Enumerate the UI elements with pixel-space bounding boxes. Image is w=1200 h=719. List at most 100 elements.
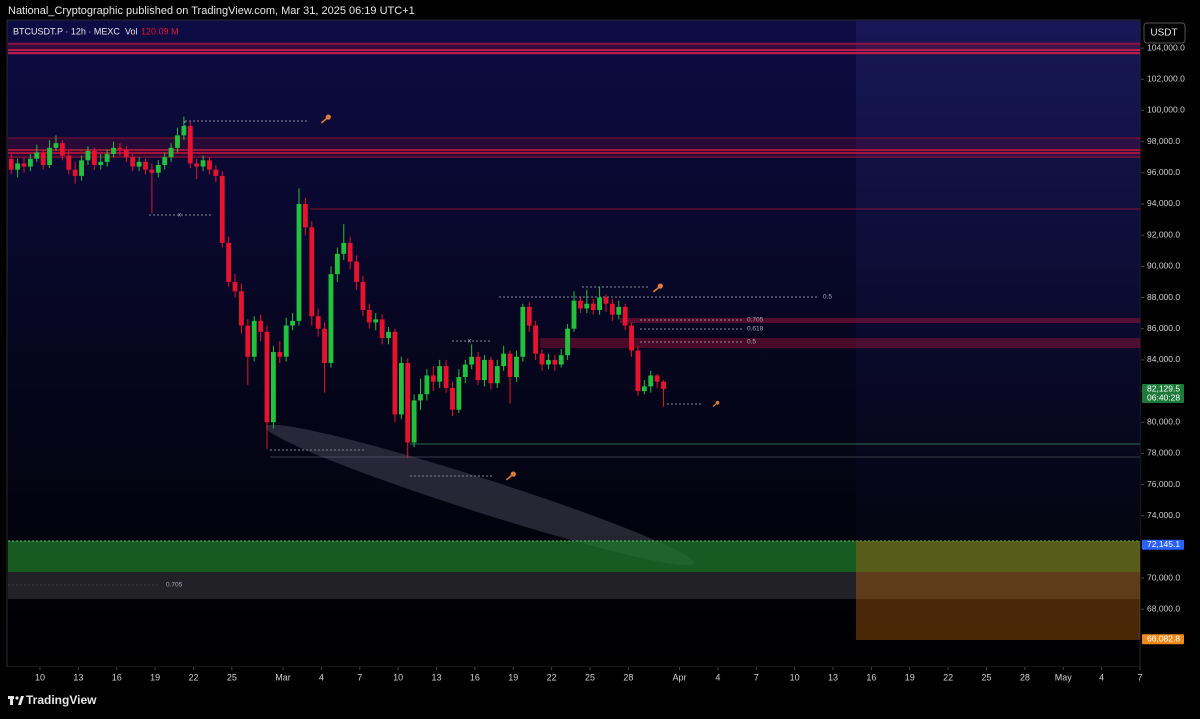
candle-body: [181, 126, 187, 136]
x-tick-label: 16: [470, 672, 480, 682]
x-tick-label: Apr: [673, 672, 687, 682]
candle-body: [136, 161, 142, 167]
price-tag: [1142, 539, 1184, 550]
annotation: 0.5: [747, 339, 756, 346]
candle-body: [577, 300, 583, 309]
x-tick-label: 22: [943, 672, 953, 682]
drawings: [8, 42, 1140, 640]
candle-body: [207, 160, 212, 170]
logo-part: [10, 699, 13, 705]
y-tick-label: 102,000.0: [1147, 73, 1185, 83]
x-tick-label: Mar: [275, 672, 291, 682]
y-tick-label: 78,000.0: [1147, 448, 1180, 458]
x-tick-label: 7: [754, 672, 759, 682]
candle-body: [47, 147, 53, 165]
x-tick-label: 19: [508, 672, 518, 682]
candle-body: [366, 309, 372, 323]
x-tick-label: 10: [393, 672, 403, 682]
volume-value: 120.09 M: [141, 26, 179, 36]
candle-body: [437, 366, 443, 382]
footer: [0, 691, 1200, 714]
x-tick-label: 10: [790, 672, 800, 682]
y-tick-label: 94,000.0: [1147, 198, 1180, 208]
x-tick-label: 13: [431, 672, 441, 682]
candle-body: [239, 291, 244, 326]
candle-body: [15, 163, 21, 170]
candle-body: [430, 375, 436, 382]
candle-body: [104, 154, 110, 162]
highlight-ellipse: [265, 424, 695, 566]
tradingview-logo: [8, 696, 24, 705]
price-tag-label: 72,145.1: [1147, 539, 1180, 549]
candle-body: [264, 331, 270, 423]
candle-body: [130, 157, 136, 167]
x-tick-label: 25: [227, 672, 237, 682]
candle-body: [545, 359, 551, 365]
logo-part: [15, 696, 19, 700]
x-tick-label: 16: [112, 672, 122, 682]
candle-body: [245, 325, 251, 357]
gray-zone: [8, 572, 1140, 599]
candle-body: [373, 319, 379, 323]
candle-body: [482, 359, 487, 381]
candle-body: [91, 150, 97, 165]
price-tags: 82,129.506:40:28 72,145.1 66,082.8: [1142, 383, 1184, 645]
annotations: 0.5 0.705 0.618 0.5 0.705 x x: [166, 212, 832, 589]
candle-body: [213, 169, 219, 176]
candle-body: [411, 400, 417, 443]
candle-body: [597, 297, 603, 310]
x-tick-label: 22: [188, 672, 198, 682]
candle-body: [398, 362, 404, 415]
candle-body: [501, 353, 507, 367]
x-tick-label: 25: [982, 672, 992, 682]
candle-body: [392, 331, 398, 415]
x-tick-label: 13: [73, 672, 83, 682]
x-tick-label: 4: [319, 672, 324, 682]
candle-body: [59, 143, 65, 156]
y-tick-label: 74,000.0: [1147, 510, 1180, 520]
candle-body: [85, 150, 91, 161]
candle-body: [648, 375, 654, 387]
x-tick-label: 13: [828, 672, 838, 682]
publisher-line: National_Cryptographic published on Trad…: [8, 5, 415, 17]
candle-body: [149, 169, 155, 173]
resistance-zone: [8, 42, 1140, 55]
candle-body: [322, 328, 328, 363]
candle-body: [360, 281, 366, 310]
annotation: x: [468, 338, 472, 345]
candle-body: [635, 350, 641, 392]
price-tag: [1142, 384, 1184, 404]
logo-part: [8, 696, 14, 699]
candle-body: [79, 160, 84, 176]
resistance-zone: [540, 338, 1140, 348]
y-tick-label: 86,000.0: [1147, 323, 1180, 333]
x-tick-label: 4: [1099, 672, 1104, 682]
candle-body: [616, 306, 622, 315]
x-tick-label: 19: [150, 672, 160, 682]
candle-body: [526, 306, 532, 326]
candle-body: [443, 366, 449, 388]
logo-part: [18, 696, 24, 705]
annotation: 0.705: [747, 317, 764, 324]
price-axis: [1141, 20, 1200, 668]
key-icon: [320, 114, 331, 124]
candle-body: [66, 155, 72, 170]
y-tick-label: 80,000.0: [1147, 416, 1180, 426]
candle-body: [226, 242, 232, 282]
annotation: x: [178, 212, 182, 219]
candle-body: [584, 303, 590, 309]
candle-body: [251, 320, 257, 357]
candle-body: [347, 242, 353, 262]
candles: [8, 116, 666, 459]
y-tick-label: 104,000.0: [1147, 42, 1185, 52]
brand: TradingView: [26, 693, 97, 707]
x-tick-label: 7: [1137, 672, 1142, 682]
candle-body: [258, 320, 264, 332]
x-tick-label: 16: [866, 672, 876, 682]
price-tag-label: 66,082.8: [1147, 633, 1180, 643]
candle-body: [603, 297, 609, 304]
candle-body: [565, 328, 571, 356]
candle-body: [533, 325, 539, 354]
candle-body: [494, 366, 500, 384]
